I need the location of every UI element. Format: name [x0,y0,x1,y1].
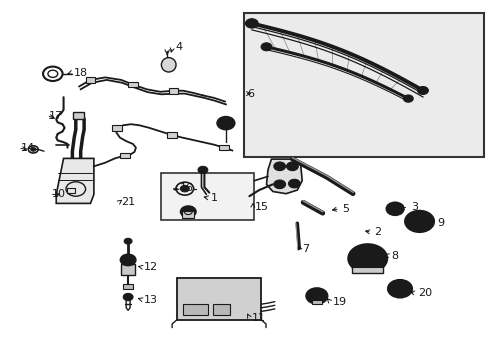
Circle shape [180,206,196,217]
Circle shape [403,95,412,102]
Text: 18: 18 [73,68,87,78]
Circle shape [217,117,234,130]
Circle shape [261,43,271,51]
Bar [311,300,321,304]
Text: 17: 17 [49,111,63,121]
Text: 1: 1 [211,193,218,203]
Circle shape [288,179,300,188]
Bar [161,173,254,220]
Circle shape [277,165,282,168]
Circle shape [123,293,133,301]
Text: 11: 11 [251,312,265,323]
Circle shape [31,148,36,151]
Text: 2: 2 [373,227,381,237]
Bar [67,188,75,193]
Text: 16: 16 [180,183,194,193]
Text: 3: 3 [410,202,417,212]
Circle shape [386,202,403,215]
Text: 20: 20 [417,288,431,298]
Bar [351,250,383,267]
Bar [112,125,122,131]
Text: 5: 5 [342,204,348,214]
Bar [128,82,138,87]
Text: 9: 9 [437,218,444,228]
Circle shape [392,283,407,294]
Text: 6: 6 [246,89,253,99]
Circle shape [305,288,327,304]
Circle shape [387,280,411,298]
Bar [73,112,84,119]
Circle shape [404,211,433,232]
Circle shape [273,180,285,189]
Bar [123,284,133,289]
Bar [183,304,207,315]
Ellipse shape [161,58,176,72]
Circle shape [245,19,258,28]
Bar [212,304,229,315]
Circle shape [362,255,372,262]
Circle shape [291,182,296,185]
Text: 13: 13 [144,294,158,305]
Circle shape [124,238,132,244]
Text: 19: 19 [332,297,346,307]
Circle shape [347,244,386,273]
Bar [177,278,261,320]
Circle shape [273,162,285,171]
Circle shape [289,165,294,168]
Bar [85,77,95,83]
Circle shape [120,254,136,266]
Text: 10: 10 [52,189,66,199]
Bar [168,88,178,94]
Bar [182,211,194,218]
Circle shape [417,86,427,94]
Text: 7: 7 [302,244,309,254]
Circle shape [277,183,282,186]
Bar [351,266,383,273]
Text: 8: 8 [390,251,398,261]
Bar [167,132,177,138]
Circle shape [286,162,298,171]
Bar [120,153,129,158]
Circle shape [396,286,403,291]
Text: 21: 21 [121,197,135,207]
Text: 14: 14 [20,143,35,153]
Circle shape [351,261,359,266]
Circle shape [180,185,189,192]
Text: 15: 15 [255,202,269,212]
Circle shape [314,294,319,298]
Bar [244,13,483,157]
Polygon shape [266,159,302,194]
Circle shape [198,166,207,174]
Circle shape [374,261,382,266]
Bar [219,145,228,150]
Text: 4: 4 [175,42,182,52]
Bar [121,264,135,275]
Text: 12: 12 [144,262,158,272]
Polygon shape [56,158,94,203]
